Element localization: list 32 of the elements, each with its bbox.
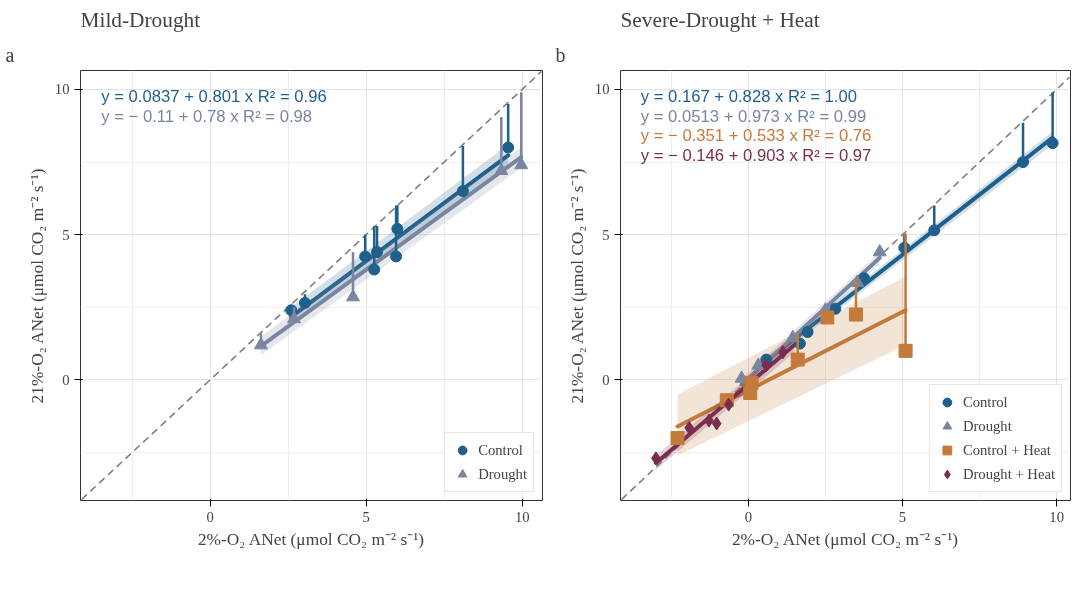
x-tick-label: 5 — [898, 508, 907, 525]
text: a — [5, 43, 15, 66]
x-tick-label: 10 — [1049, 508, 1064, 525]
x-axis-title: 2%-O₂ ANet (μmol CO₂ m⁻² s⁻¹) — [731, 529, 959, 549]
legend-label: Drought — [478, 465, 527, 483]
annotation: y = − 0.11 + 0.78 x R² = 0.98 — [101, 106, 313, 126]
legend-label: Control + Heat — [962, 441, 1051, 459]
x-tick-label: 0 — [206, 508, 214, 525]
x-axis-title: 2%-O₂ ANet (μmol CO₂ m⁻² s⁻¹) — [197, 529, 425, 549]
y-tick-label: 5 — [602, 226, 610, 243]
y-tick-label: 5 — [62, 226, 70, 243]
y-tick-label: 10 — [594, 81, 610, 98]
y-tick-label: 0 — [62, 371, 70, 388]
text: b — [555, 43, 566, 66]
y-tick-label: 0 — [602, 371, 610, 388]
annotation: y = 0.0513 + 0.973 x R² = 0.99 — [640, 106, 867, 126]
y-axis-title: 21%-O₂ ANet (μmol CO₂ m⁻² s⁻¹) — [27, 168, 47, 404]
annotation: y = 0.167 + 0.828 x R² = 1.00 — [640, 86, 857, 106]
x-tick-label: 10 — [514, 508, 530, 525]
chart-title: Mild-Drought — [80, 7, 201, 32]
y-axis-title: 21%-O₂ ANet (μmol CO₂ m⁻² s⁻¹) — [567, 168, 587, 404]
legend-label: Drought + Heat — [962, 465, 1055, 483]
y-tick-label: 10 — [54, 81, 70, 98]
legend-label: Drought — [962, 417, 1012, 435]
x-tick-label: 5 — [362, 508, 370, 525]
annotation: y = − 0.146 + 0.903 x R² = 0.97 — [640, 146, 872, 166]
chart-title: Severe-Drought + Heat — [620, 7, 820, 32]
annotation: y = 0.0837 + 0.801 x R² = 0.96 — [101, 86, 327, 106]
legend-label: Control — [962, 393, 1008, 411]
annotation: y = − 0.351 + 0.533 x R² = 0.76 — [640, 126, 872, 146]
x-tick-label: 0 — [744, 508, 753, 525]
legend-label: Control — [478, 441, 523, 459]
